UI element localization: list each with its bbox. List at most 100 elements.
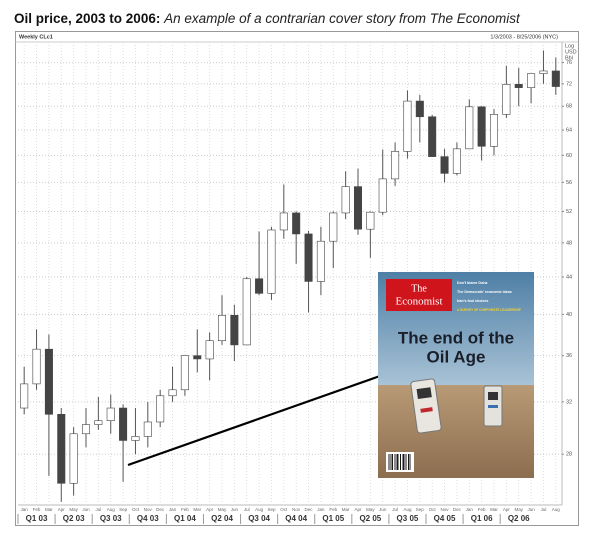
x-tick-label: Jun: [231, 507, 239, 512]
x-tick-label: Aug: [552, 507, 561, 512]
candles: [20, 50, 560, 502]
candle-body: [539, 70, 548, 74]
quarter-label: Q4 04: [285, 514, 307, 523]
x-tick-label: Mar: [45, 507, 53, 512]
fuel-pump: [410, 378, 503, 434]
candle-body: [44, 348, 53, 415]
candle-body: [489, 114, 499, 147]
candle-body: [217, 315, 227, 341]
x-tick-label: Jul: [95, 507, 101, 512]
candle-body: [32, 348, 41, 385]
x-tick-label: Jul: [392, 507, 398, 512]
candle-body: [119, 407, 128, 441]
candle-body: [279, 212, 288, 231]
y-tick-label: 56: [566, 180, 572, 186]
x-tick-label: Jan: [169, 507, 177, 512]
candle-body: [168, 389, 177, 397]
title: Oil price, 2003 to 2006:: [14, 11, 160, 26]
candle-body: [428, 116, 437, 157]
x-tick-label: Jun: [379, 507, 387, 512]
x-tick-label: Apr: [206, 507, 214, 512]
candle-body: [304, 233, 313, 282]
x-tick-label: Nov: [292, 507, 301, 512]
y-tick-label: 44: [566, 274, 572, 280]
y-axis-label: Log: [565, 43, 574, 49]
x-tick-label: Mar: [342, 507, 350, 512]
x-tick-label: Jan: [317, 507, 325, 512]
x-tick-label: Jul: [244, 507, 250, 512]
y-tick-label: 52: [566, 209, 572, 215]
chart-title: Oil price, 2003 to 2006: An example of a…: [14, 11, 521, 26]
candle-body: [292, 212, 301, 235]
barcode: [386, 452, 414, 472]
candle-body: [465, 106, 474, 150]
x-tick-label: Jan: [21, 507, 29, 512]
x-tick-label: Aug: [403, 507, 412, 512]
x-tick-label: Dec: [305, 507, 314, 512]
quarter-label: Q4 03: [137, 514, 159, 523]
cover-masthead: Economist: [395, 296, 442, 308]
cover-masthead: The: [411, 283, 427, 294]
x-tick-label: Oct: [429, 507, 437, 512]
quarter-label: Q3 03: [100, 514, 122, 523]
candle-body: [94, 420, 103, 425]
x-tick-label: Feb: [478, 507, 486, 512]
candle-body: [514, 84, 523, 88]
candle-body: [193, 355, 202, 360]
candle-body: [242, 278, 251, 346]
x-tick-label: Apr: [503, 507, 511, 512]
candle-body: [452, 148, 461, 174]
quarter-label: Q1 03: [26, 514, 48, 523]
x-tick-label: May: [514, 507, 523, 512]
candle-body: [502, 84, 511, 115]
quarter-label: Q1 06: [471, 514, 493, 523]
x-tick-label: Mar: [490, 507, 498, 512]
quarter-label: Q2 06: [508, 514, 530, 523]
candle-body: [205, 340, 214, 360]
candle-body: [378, 178, 387, 213]
x-tick-label: Nov: [144, 507, 153, 512]
x-tick-label: Oct: [280, 507, 288, 512]
y-tick-label: 40: [566, 312, 572, 318]
x-tick-label: Sep: [119, 507, 128, 512]
candle-body: [477, 106, 486, 147]
candle-body: [69, 433, 78, 484]
cover-line: A SURVEY OF CORPORATE LEADERSHIP: [457, 308, 522, 312]
quarter-label: Q3 05: [397, 514, 419, 523]
x-tick-label: Dec: [156, 507, 165, 512]
candle-body: [20, 383, 29, 409]
candle-body: [180, 355, 189, 391]
candle-body: [366, 211, 375, 230]
candle-body: [440, 156, 449, 174]
x-tick-label: Apr: [58, 507, 66, 512]
candle-body: [353, 186, 363, 230]
candle-body: [403, 100, 412, 152]
y-tick-label: 36: [566, 353, 572, 359]
economist-cover: The Economist Don't blame Doha The Democ…: [378, 272, 534, 478]
y-tick-label: 48: [566, 240, 572, 246]
candle-body: [415, 100, 424, 118]
candle-body: [131, 436, 140, 441]
x-tick-label: Sep: [267, 507, 276, 512]
candle-body: [106, 407, 115, 421]
subtitle: An example of a contrarian cover story f…: [163, 11, 521, 26]
candle-body: [255, 278, 264, 294]
y-tick-label: 68: [566, 104, 572, 110]
candle-body: [341, 186, 350, 214]
x-tick-label: Dec: [453, 507, 462, 512]
cover-masthead-box: [386, 279, 452, 311]
candle-body: [316, 240, 325, 282]
cover-line: The Democrats' economic ideas: [457, 290, 512, 294]
candle-body: [527, 73, 536, 88]
y-tick-label: 64: [566, 127, 572, 133]
y-axis-label: Bbl: [565, 55, 573, 61]
y-tick-label: 28: [566, 452, 572, 458]
candle-body: [391, 151, 400, 180]
x-axis: Jan Feb Mar Apr May Jun Jul Aug Sep Oct Nov Dec Jan F…: [17, 507, 561, 524]
x-tick-label: Jul: [541, 507, 547, 512]
y-tick-label: 60: [566, 153, 572, 159]
candle-body: [57, 414, 66, 484]
quarter-label: Q2 05: [359, 514, 381, 523]
quarter-label: Q1 04: [174, 514, 196, 523]
